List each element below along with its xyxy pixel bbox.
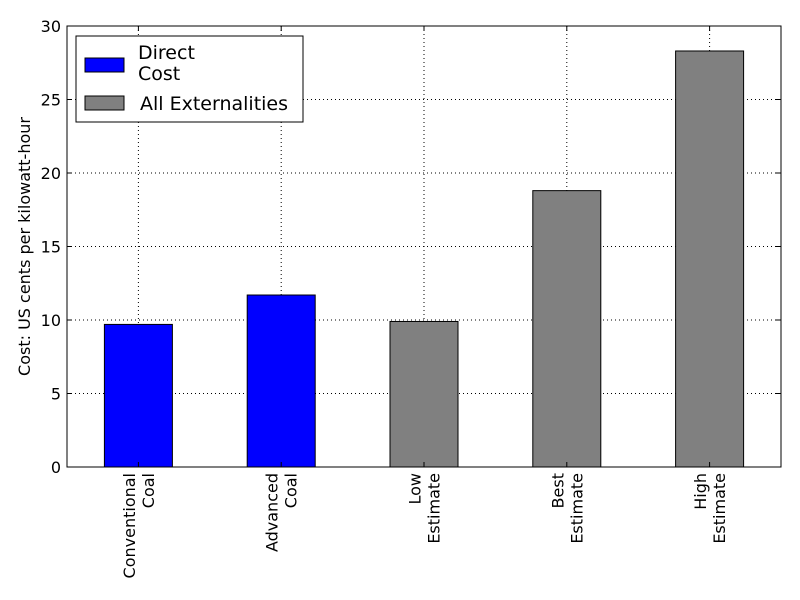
x-tick-label: Conventional Coal <box>120 473 158 578</box>
bar-layer <box>103 50 745 468</box>
y-tick-label: 20 <box>41 164 61 183</box>
x-tick-label-line: High <box>691 473 710 510</box>
bar <box>103 323 173 468</box>
x-tick-label: Low Estimate <box>406 473 444 544</box>
x-tick-label-line: Estimate <box>567 473 586 544</box>
x-tick-label: Advanced Coal <box>263 473 301 552</box>
y-tick-label: 30 <box>41 17 61 36</box>
bar <box>389 320 459 468</box>
x-tick-label-line: Coal <box>139 473 158 508</box>
x-tick-label-line: Best <box>548 473 567 508</box>
x-tick-label: Best Estimate <box>548 473 586 544</box>
y-axis-title: Cost: US cents per kilowatt-hour <box>15 117 34 376</box>
legend-label: All Externalities <box>140 93 288 115</box>
x-tick-label-line: Estimate <box>425 473 444 544</box>
legend-swatch <box>84 95 125 111</box>
legend-label: Cost <box>138 63 180 85</box>
x-tick-label-line: Coal <box>282 473 301 508</box>
x-tick-label-line: Conventional <box>120 473 139 578</box>
legend-label: Direct <box>138 42 195 64</box>
bar <box>246 294 316 468</box>
bar <box>532 190 602 468</box>
y-tick-label: 25 <box>41 91 61 110</box>
bar <box>675 50 745 468</box>
y-tick-label: 10 <box>41 311 61 330</box>
x-tick-label-line: Low <box>406 473 425 505</box>
x-tick-label-line: Advanced <box>263 473 282 552</box>
y-tick-label: 15 <box>41 238 61 257</box>
y-tick-label: 5 <box>51 385 61 404</box>
x-tick-label-line: Estimate <box>710 473 729 544</box>
y-tick-label: 0 <box>51 458 61 477</box>
x-tick-label: High Estimate <box>691 473 729 544</box>
legend-swatch <box>84 57 125 73</box>
tick-layer <box>67 25 781 468</box>
